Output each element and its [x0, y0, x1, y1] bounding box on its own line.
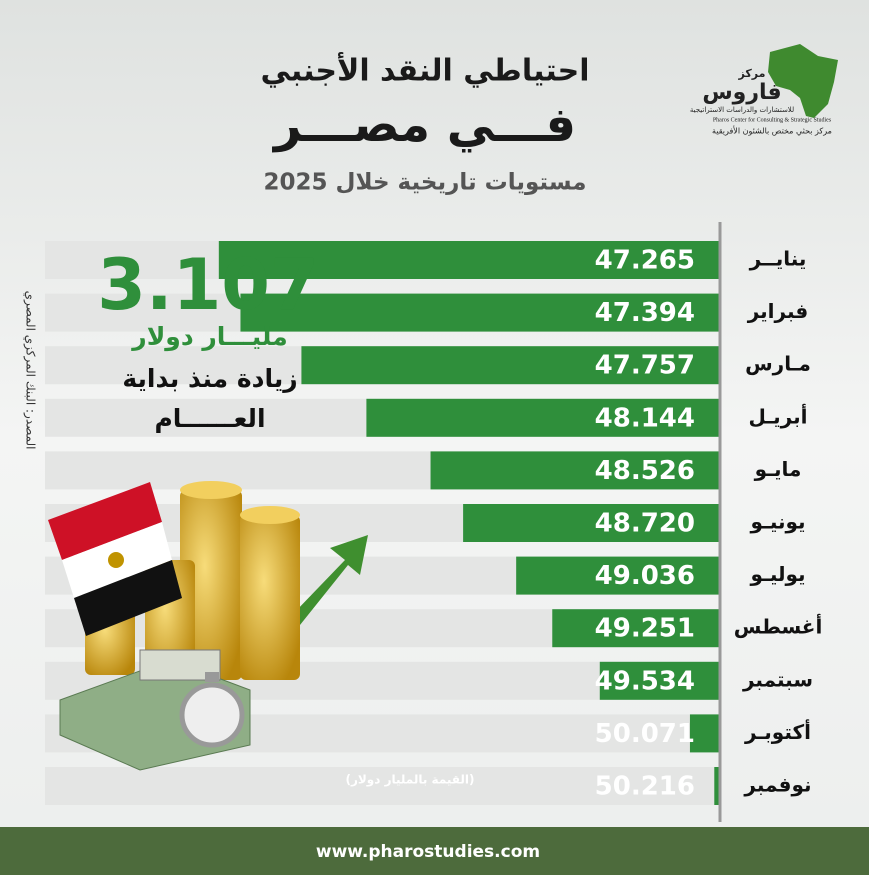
- value-label: 48.144: [595, 403, 695, 433]
- bar: [689, 714, 720, 753]
- row-background: [45, 767, 720, 805]
- stopwatch: [179, 682, 245, 748]
- category-label: مـارس: [745, 352, 811, 376]
- value-label: 49.251: [595, 614, 695, 644]
- value-label: 47.757: [595, 351, 695, 381]
- caption: مستويات تاريخية خلال 2025: [264, 170, 587, 196]
- logo-map: [768, 44, 838, 118]
- category-label: مايـو: [754, 457, 802, 481]
- value-label: 49.534: [595, 666, 695, 696]
- logo-description: مركز بحثي مختص بالشئون الأفريقية: [712, 126, 832, 136]
- logo-name: فاروس: [702, 80, 781, 105]
- logo: مركز فاروس للاستشارات والدراسات الاسترات…: [690, 44, 838, 136]
- highlight-text: زيادة منذ بداية: [122, 364, 297, 393]
- bar: [240, 293, 721, 332]
- category-label: أبريـل: [748, 402, 807, 428]
- title: احتياطي النقد الأجنبي: [261, 52, 590, 89]
- bar: [430, 451, 720, 490]
- coin-stack: [180, 490, 242, 680]
- category-label: نوفمبر: [743, 773, 811, 797]
- subtitle: فـــي مصـــر: [272, 97, 576, 153]
- logo-tagline-ar: للاستشارات والدراسات الاستراتيجية: [690, 106, 794, 114]
- footer-band: [0, 827, 869, 875]
- value-label: 48.526: [595, 456, 695, 486]
- unit-note: (القيمة بالمليار دولار): [345, 773, 474, 788]
- category-label: ينايــر: [749, 247, 807, 271]
- bar: [599, 661, 720, 700]
- coin-top: [240, 506, 300, 524]
- category-label: أكتوبـر: [744, 718, 811, 744]
- category-label: سبتمبر: [742, 667, 813, 691]
- flag-black: [74, 560, 182, 636]
- highlight-value: 3.107: [97, 244, 318, 326]
- illustration: [48, 481, 368, 771]
- category-label: يونيـو: [749, 510, 805, 534]
- stopwatch-button: [205, 672, 219, 682]
- coin-stack: [240, 515, 300, 680]
- logo-small: مركز: [738, 67, 766, 80]
- value-label: 49.036: [595, 561, 695, 591]
- bar: [714, 767, 720, 805]
- bar: [301, 346, 720, 385]
- bar: [366, 398, 720, 437]
- highlight-unit: مليـــار دولار: [130, 322, 287, 352]
- category-label: أغسطس: [734, 613, 823, 639]
- category-label: فبراير: [747, 299, 809, 323]
- value-label: 47.265: [595, 246, 695, 276]
- value-label: 50.216: [595, 772, 695, 802]
- bar: [552, 609, 720, 648]
- flag-eagle: [108, 552, 124, 568]
- labels: 47.265 ينايــر 47.394 فبراير 47.757 مـارس 48.1…: [595, 246, 823, 802]
- bar: [218, 241, 720, 279]
- coin-top: [180, 481, 242, 499]
- source: المصدر: البنك المركزي المصري: [23, 291, 38, 450]
- highlight-text: العــــــام: [154, 404, 265, 433]
- logo-tagline-en: Pharos Center for Consulting & Strategic…: [713, 116, 832, 123]
- value-label: 48.720: [595, 509, 695, 539]
- bar: [516, 556, 720, 595]
- category-label: يوليـو: [749, 562, 805, 586]
- flag-red: [48, 482, 162, 560]
- bar: [463, 504, 720, 542]
- value-label: 50.071: [595, 719, 695, 749]
- footer: www.pharostudies.com: [316, 842, 540, 862]
- value-label: 47.394: [595, 298, 695, 328]
